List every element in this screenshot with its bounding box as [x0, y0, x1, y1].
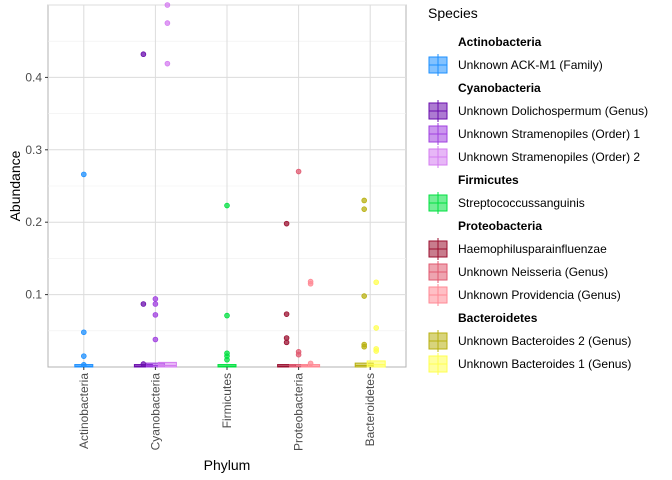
data-point — [140, 51, 147, 58]
x-tick-label: Proteobacteria — [292, 373, 306, 451]
data-point — [224, 356, 230, 363]
legend-label: Unknown ACK-M1 (Family) — [458, 58, 603, 72]
grid-lines — [48, 4, 406, 367]
data-point — [152, 312, 159, 318]
data-point — [81, 329, 87, 336]
data-point — [283, 220, 290, 227]
y-tick-label: 0.2 — [25, 215, 42, 229]
data-point — [361, 197, 368, 204]
data-point — [295, 351, 302, 358]
data-point — [164, 20, 171, 26]
legend-title: Species — [428, 5, 478, 21]
y-axis-title: Abundance — [7, 150, 23, 221]
legend: Actinobacteria Unknown ACK-M1 (Family) Cya… — [428, 35, 648, 375]
data-point — [152, 301, 159, 307]
data-point — [307, 360, 314, 367]
data-point — [224, 202, 230, 209]
data-point — [81, 171, 87, 178]
legend-group-label: Bacteroidetes — [458, 311, 538, 325]
legend-label: Unknown Bacteroides 2 (Genus) — [458, 334, 631, 348]
legend-label: Haemophilusparainfluenzae — [458, 242, 607, 256]
legend-label: Unknown Providencia (Genus) — [458, 288, 621, 302]
data-point — [164, 2, 171, 8]
legend-group-label: Actinobacteria — [458, 35, 542, 49]
data-point — [140, 301, 147, 307]
data-point — [373, 325, 380, 331]
y-tick-label: 0.4 — [25, 70, 42, 84]
data-point — [361, 206, 368, 212]
legend-label: Unknown Bacteroides 1 (Genus) — [458, 357, 631, 371]
x-tick-label: Firmicutes — [220, 373, 234, 428]
data-point — [361, 293, 368, 299]
x-tick-label: Actinobacteria — [77, 373, 91, 449]
data-point — [373, 348, 380, 354]
data-point — [81, 362, 87, 368]
legend-label: Unknown Neisseria (Genus) — [458, 265, 608, 279]
data-point — [164, 60, 171, 67]
y-axis-ticks: 0.1 0.2 0.3 0.4 — [25, 70, 48, 302]
legend-group-label: Firmicutes — [458, 173, 519, 187]
data-point — [373, 279, 380, 286]
y-tick-label: 0.3 — [25, 143, 42, 157]
legend-label: Streptococcussanguinis — [458, 196, 585, 210]
data-point — [295, 168, 302, 175]
data-point — [152, 296, 159, 302]
data-point — [152, 336, 159, 343]
legend-label: Unknown Stramenopiles (Order) 2 — [458, 150, 640, 164]
legend-group-label: Proteobacteria — [458, 219, 542, 233]
legend-group-label: Cyanobacteria — [458, 81, 541, 95]
data-point — [81, 353, 87, 359]
legend-label: Unknown Stramenopiles (Order) 1 — [458, 127, 640, 141]
data-point — [140, 361, 147, 367]
data-point — [307, 280, 314, 287]
x-axis-title: Phylum — [204, 457, 251, 473]
x-tick-label: Cyanobacteria — [148, 373, 162, 451]
box — [157, 361, 177, 368]
y-tick-label: 0.1 — [25, 288, 42, 302]
x-axis-ticks: Actinobacteria Cyanobacteria Firmicutes Pro… — [77, 367, 377, 451]
box — [366, 360, 386, 368]
x-tick-label: Bacteroidetes — [363, 373, 377, 446]
data-point — [361, 343, 368, 350]
data-point — [283, 311, 290, 317]
data-point — [224, 312, 230, 319]
boxes-layer — [74, 360, 386, 368]
points-layer — [81, 2, 380, 368]
legend-label: Unknown Dolichospermum (Genus) — [458, 104, 648, 118]
data-point — [283, 339, 290, 346]
